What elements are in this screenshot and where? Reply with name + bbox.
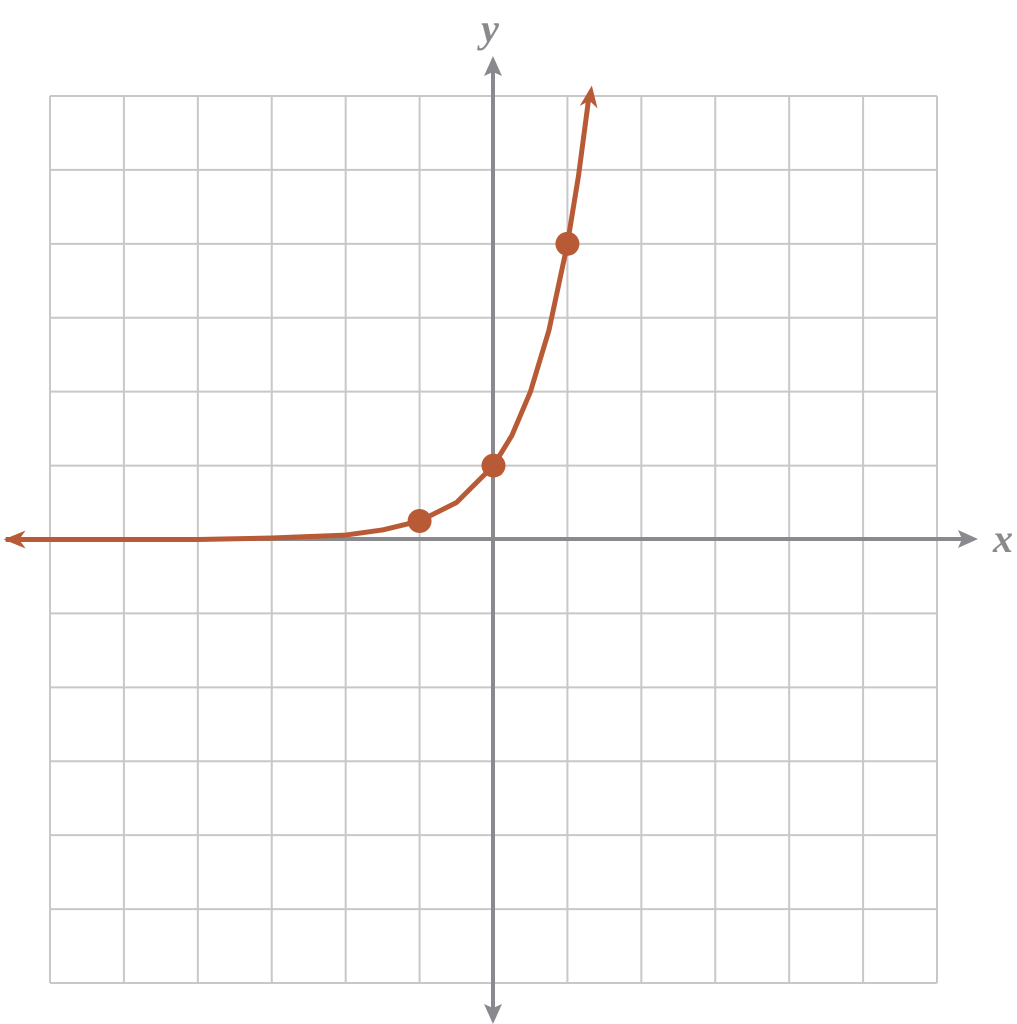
y-axis-arrow bbox=[484, 1004, 502, 1024]
curve-arrow bbox=[3, 530, 26, 549]
point bbox=[555, 231, 580, 256]
point bbox=[481, 453, 506, 478]
y-axis-label: y bbox=[477, 6, 499, 51]
point bbox=[407, 509, 432, 534]
x-axis-arrow bbox=[958, 530, 978, 548]
axes: x y bbox=[30, 6, 1013, 1024]
curve-arrow bbox=[579, 85, 598, 109]
x-axis-label: x bbox=[992, 516, 1013, 561]
y-axis-arrow bbox=[484, 56, 502, 76]
curve bbox=[5, 97, 592, 542]
plot bbox=[3, 85, 598, 549]
